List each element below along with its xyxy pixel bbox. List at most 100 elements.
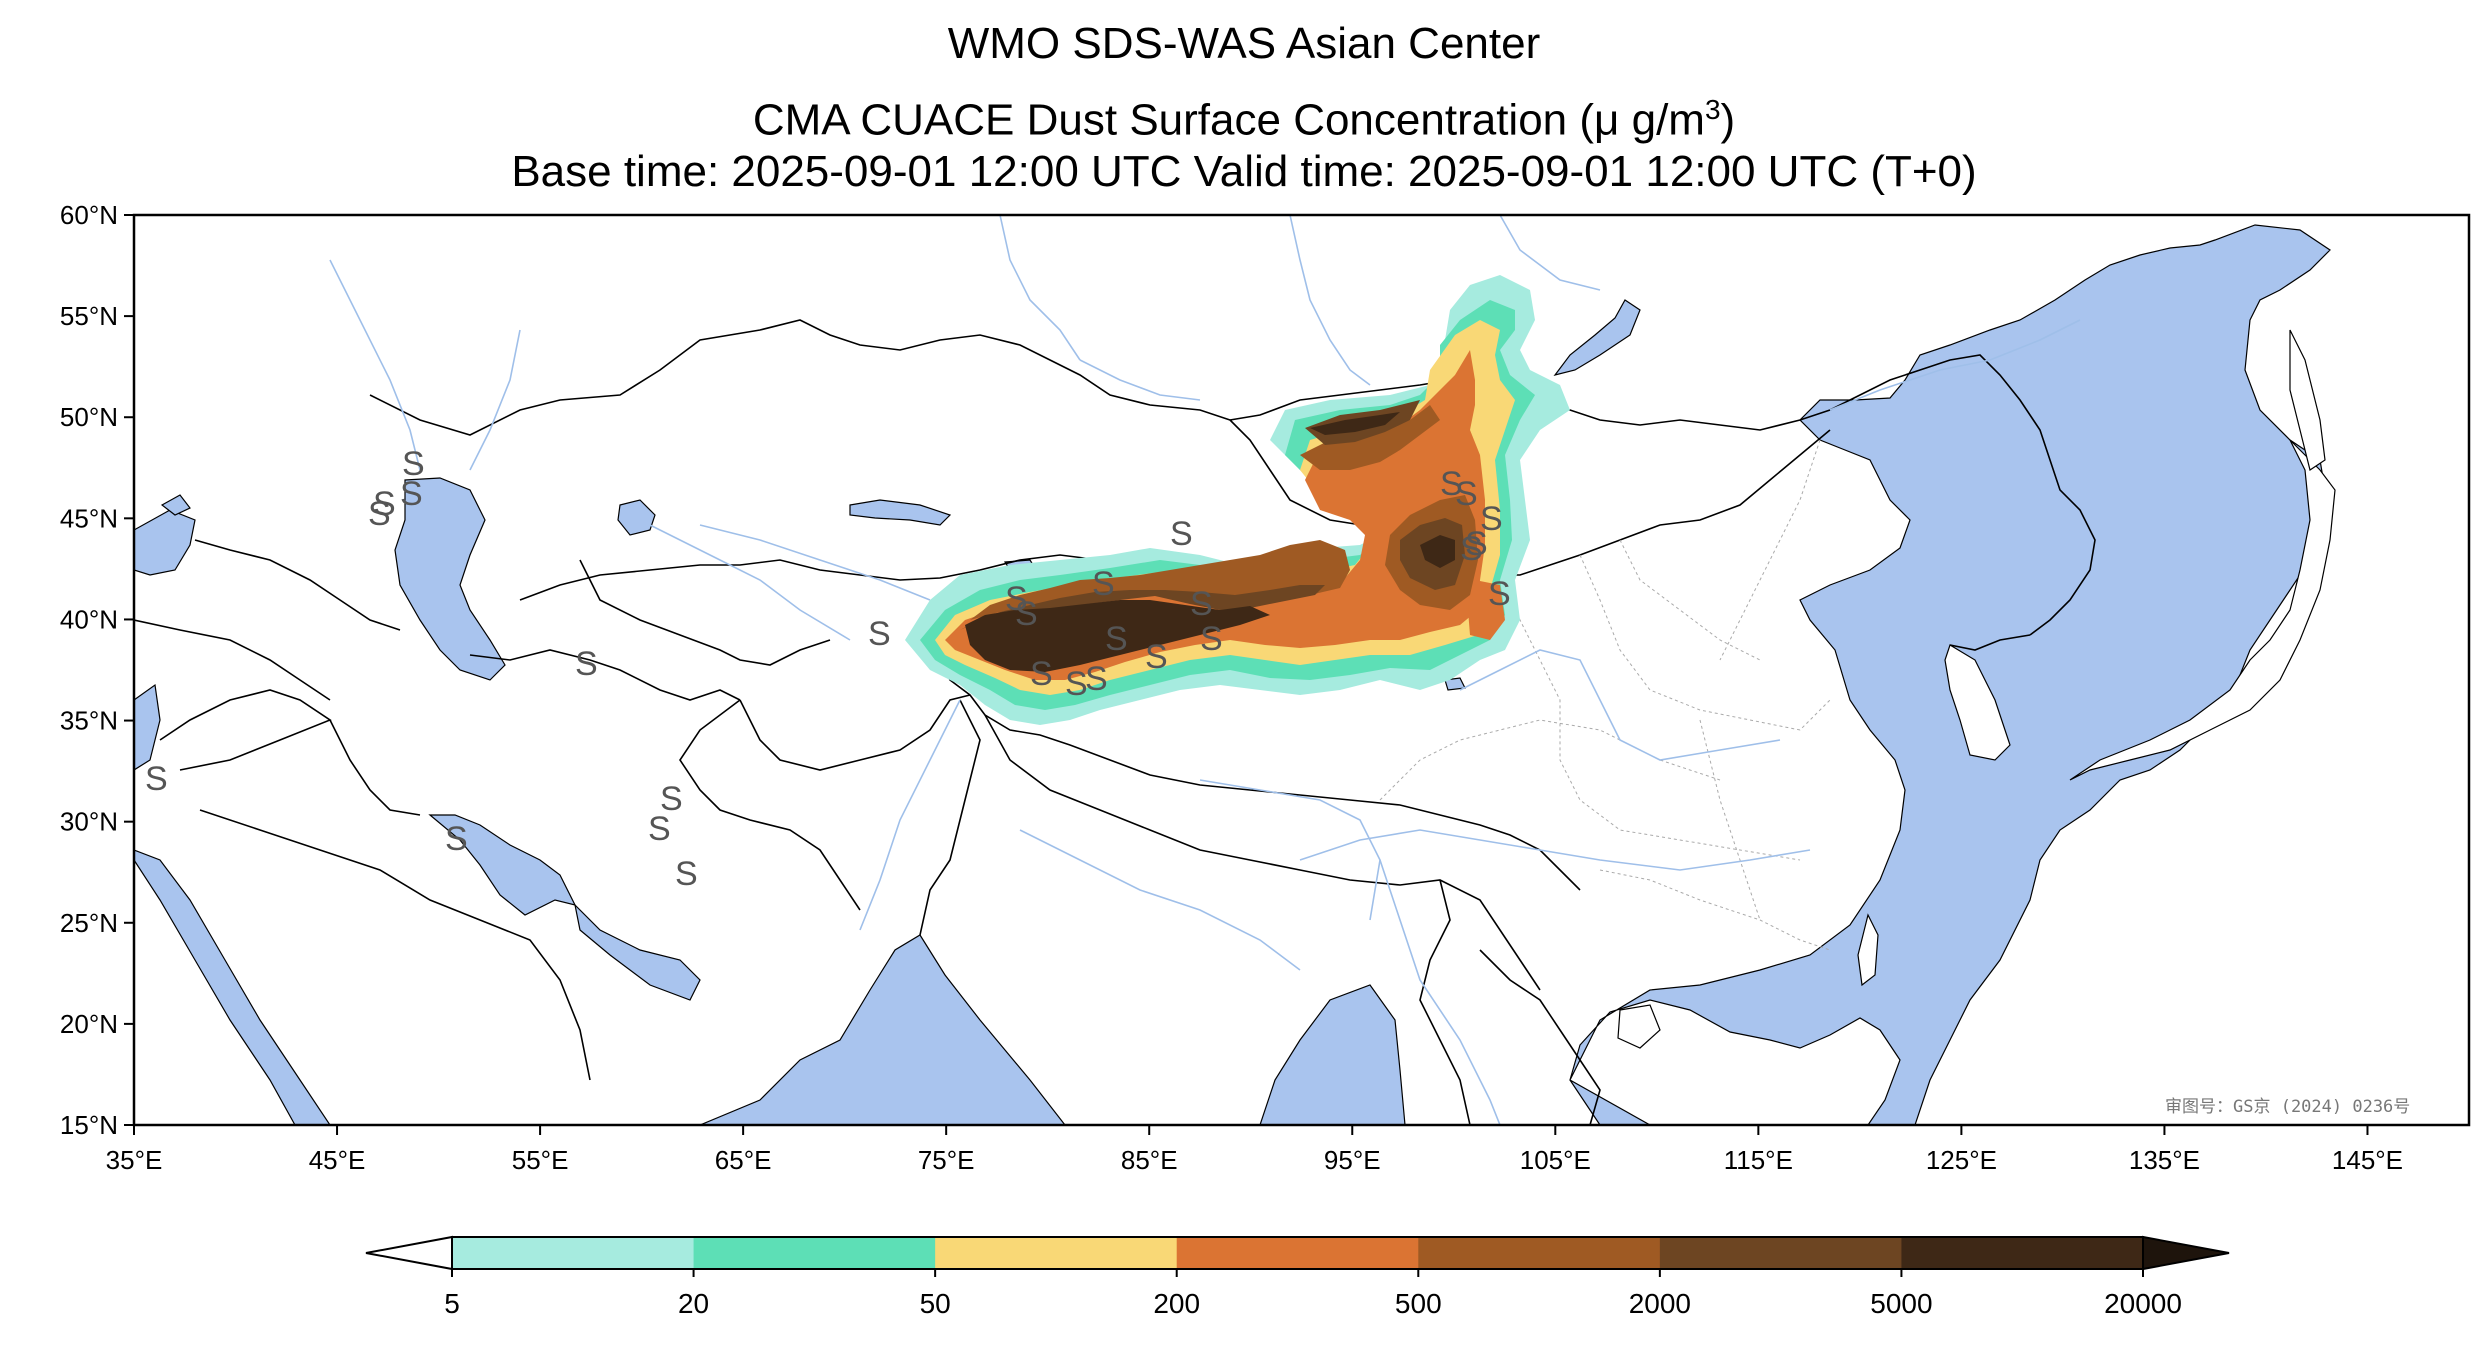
colorbar-swatches	[365, 1235, 2230, 1271]
river-ural	[469, 329, 521, 471]
dust-contour	[1310, 412, 1400, 435]
map-frame	[132, 213, 2471, 1127]
lon-tick-label: 125°E	[1926, 1145, 1997, 1175]
province-border-6	[1719, 439, 1821, 661]
dust-symbol: S	[1460, 530, 1483, 568]
border-turkey-east	[134, 619, 331, 701]
lat-tick-label: 25°N	[60, 908, 118, 938]
title-line-2-text: CMA CUACE Dust Surface Concentration (	[752, 95, 1595, 145]
dust-symbol: S	[1065, 665, 1088, 703]
border-china-russia-east	[1829, 354, 2096, 636]
river-lena	[1499, 215, 1601, 291]
korea-peninsula	[1944, 644, 2011, 761]
river-yellow	[1459, 649, 1781, 761]
border-iran-iraq	[329, 719, 421, 816]
title-line-3: Base time: 2025-09-01 12:00 UTC Valid ti…	[511, 147, 1977, 196]
border-myanmar	[1419, 879, 1471, 1125]
colorbar-swatch	[1176, 1237, 1419, 1269]
dust-symbol: S	[373, 485, 396, 523]
border-kazakhstan-south	[519, 554, 1131, 601]
colorbar-labels: 5 20 50 200 500 2000 5000 20000	[444, 1269, 2182, 1319]
dust-symbol: S	[368, 495, 391, 533]
lon-tick-label: 85°E	[1121, 1145, 1178, 1175]
dust-symbol: S	[675, 855, 698, 893]
colorbar-tick-label: 200	[1153, 1288, 1200, 1319]
lat-tick-label: 55°N	[60, 301, 118, 331]
rivers	[329, 215, 2081, 1125]
colorbar-tick-label: 50	[920, 1288, 951, 1319]
dust-symbol: S	[1030, 655, 1053, 693]
colorbar-swatch	[1659, 1237, 1902, 1269]
title-line-2-close: )	[1720, 95, 1736, 145]
lat-tick-label: 15°N	[60, 1110, 118, 1140]
taiwan-island	[1857, 913, 1879, 987]
colorbar-swatch	[1901, 1237, 2144, 1269]
dust-contour	[1468, 580, 1505, 640]
country-borders	[134, 319, 2096, 1125]
dust-contour	[960, 585, 1325, 630]
red-sea	[134, 849, 331, 1125]
title-line-1: WMO SDS-WAS Asian Center	[947, 19, 1541, 68]
colorbar-tick-label: 5	[444, 1288, 460, 1319]
dust-symbol: S	[1465, 525, 1488, 563]
dust-symbol: S	[1085, 660, 1108, 698]
sea-of-azov	[160, 494, 191, 516]
ocean-layer	[134, 224, 2469, 1125]
sakhalin-island	[2289, 329, 2326, 471]
dust-contour	[950, 540, 1350, 635]
dust-symbol: S	[1005, 580, 1028, 618]
province-border-4	[1599, 869, 1831, 951]
province-border-5	[1699, 719, 1761, 921]
caspian-sea	[394, 477, 506, 681]
dust-storm-symbols: S S S S S S S S S S S S S S S S S S S S	[145, 445, 1511, 893]
lon-tick-label: 35°E	[106, 1145, 163, 1175]
dust-contour	[1300, 405, 1440, 470]
dust-symbol: S	[400, 475, 423, 513]
lon-tick-label: 95°E	[1324, 1145, 1381, 1175]
river-irtysh	[1079, 359, 1201, 401]
lake-balkhash	[849, 499, 952, 526]
lon-tick-label: 75°E	[918, 1145, 975, 1175]
lon-tick-label: 65°E	[715, 1145, 772, 1175]
dust-symbol: S	[575, 645, 598, 683]
colorbar-tick-label: 20000	[2104, 1288, 2182, 1319]
dust-symbol: S	[1480, 500, 1503, 538]
arabian-sea	[699, 934, 1066, 1125]
title-unit-exponent: 3	[1704, 94, 1721, 125]
province-border-2	[1499, 574, 1801, 861]
dust-symbol: S	[1015, 595, 1038, 633]
lat-tick-label: 50°N	[60, 402, 118, 432]
lat-tick-label: 35°N	[60, 706, 118, 736]
dust-symbol: S	[445, 820, 468, 858]
river-volga	[329, 259, 421, 471]
colorbar-tick-label: 20	[678, 1288, 709, 1319]
border-india-china	[984, 714, 1541, 991]
lat-tick-label: 60°N	[60, 200, 118, 230]
gulf-of-oman	[574, 903, 701, 1001]
axis-ticks: 35°E 45°E 55°E 65°E 75°E 85°E 95°E 105°E 115°E 12…	[60, 200, 2403, 1175]
lon-tick-label: 145°E	[2332, 1145, 2403, 1175]
river-syr-darya	[699, 524, 931, 601]
dust-symbol: S	[1145, 638, 1168, 676]
dust-symbol: S	[402, 445, 425, 483]
hainan-island	[1617, 1004, 1661, 1049]
dust-symbol: S	[1440, 465, 1463, 503]
border-iraq-syria	[159, 689, 332, 771]
title-unit: μ g/m	[1594, 95, 1705, 145]
dust-contour	[965, 600, 1270, 672]
dust-symbol: S	[1092, 565, 1115, 603]
colorbar-under-arrow	[365, 1235, 453, 1271]
dust-symbol: S	[1170, 515, 1193, 553]
river-yangtze	[1299, 829, 1811, 871]
dust-symbol: S	[145, 760, 168, 798]
colorbar-tick-label: 5000	[1870, 1288, 1932, 1319]
map-area: S S S S S S S S S S S S S S S S S S S S	[134, 215, 2469, 1125]
dust-symbol: S	[1200, 620, 1223, 658]
river-ganges	[1019, 829, 1301, 971]
border-russia-kazakhstan	[369, 319, 1231, 436]
colorbar-swatch	[935, 1237, 1178, 1269]
border-saudi	[199, 809, 591, 1081]
